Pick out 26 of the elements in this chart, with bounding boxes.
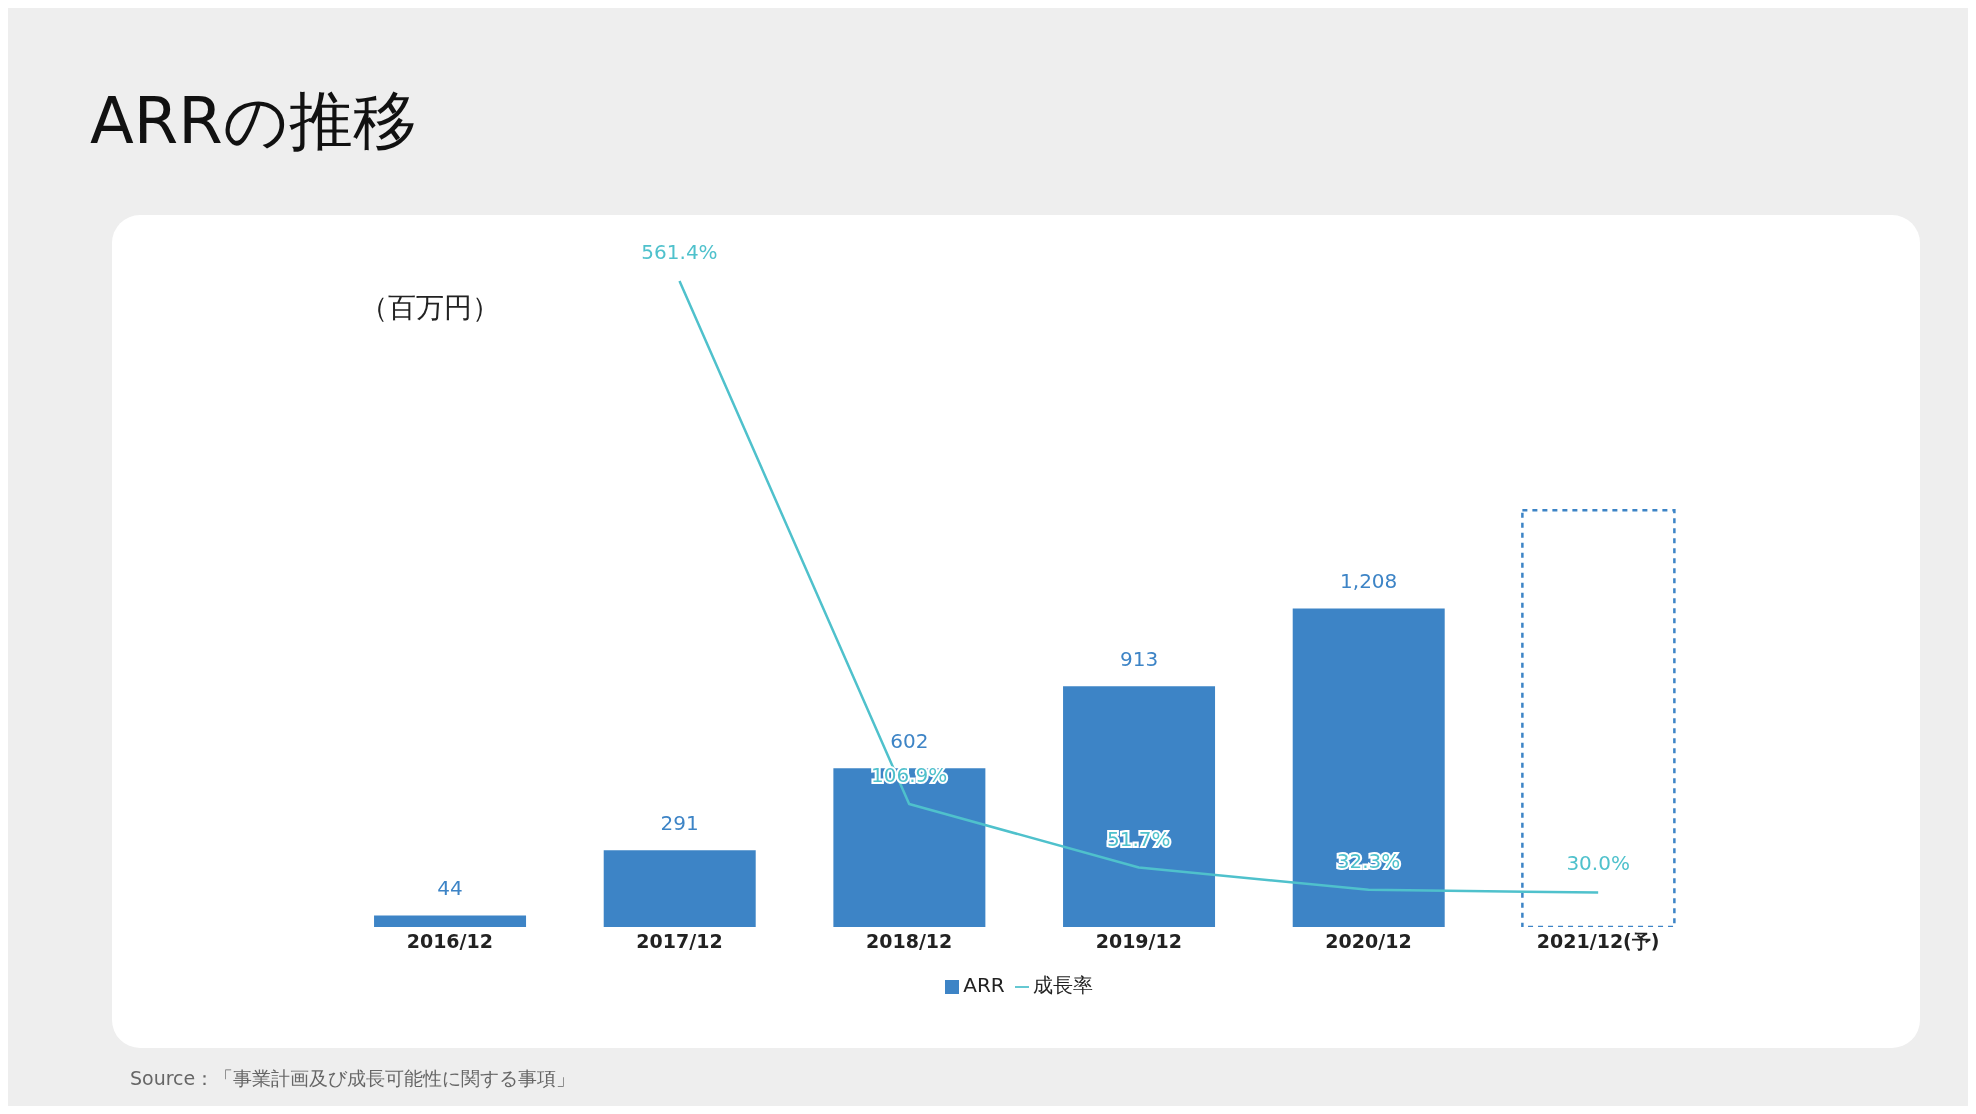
- bar: [374, 915, 527, 927]
- legend-label: 成長率: [1032, 973, 1093, 997]
- data-label: 602: [890, 729, 929, 754]
- text: （百万円）: [360, 290, 500, 326]
- data-label: 913: [1119, 647, 1159, 672]
- data-label: 44: [437, 876, 463, 901]
- bar: [1063, 686, 1216, 927]
- data-label: 30.0%: [1566, 851, 1630, 876]
- legend-label: ARR: [963, 973, 1005, 997]
- bar: [1292, 608, 1445, 927]
- chart-title: ARRの推移: [90, 83, 417, 160]
- data-label: 1,208: [1340, 569, 1398, 594]
- x-tick-label: 2016/12: [406, 930, 493, 953]
- bar: [1521, 509, 1676, 927]
- data-label: 561.4%: [641, 240, 718, 265]
- x-tick-label: 2020/12: [1325, 930, 1412, 953]
- x-tick-label: 2021/12(予): [1536, 930, 1660, 953]
- x-tick-label: 2017/12: [636, 930, 723, 953]
- source-note: Source：「事業計画及び成長可能性に関する事項」: [130, 1066, 576, 1091]
- x-tick-label: 2018/12: [866, 930, 953, 953]
- x-tick-label: 2019/12: [1095, 930, 1182, 953]
- data-label: 51.7%: [1107, 826, 1171, 851]
- data-label: 32.3%: [1336, 848, 1401, 873]
- bar: [833, 768, 986, 927]
- bar: [603, 850, 756, 927]
- data-label: 291: [660, 811, 699, 836]
